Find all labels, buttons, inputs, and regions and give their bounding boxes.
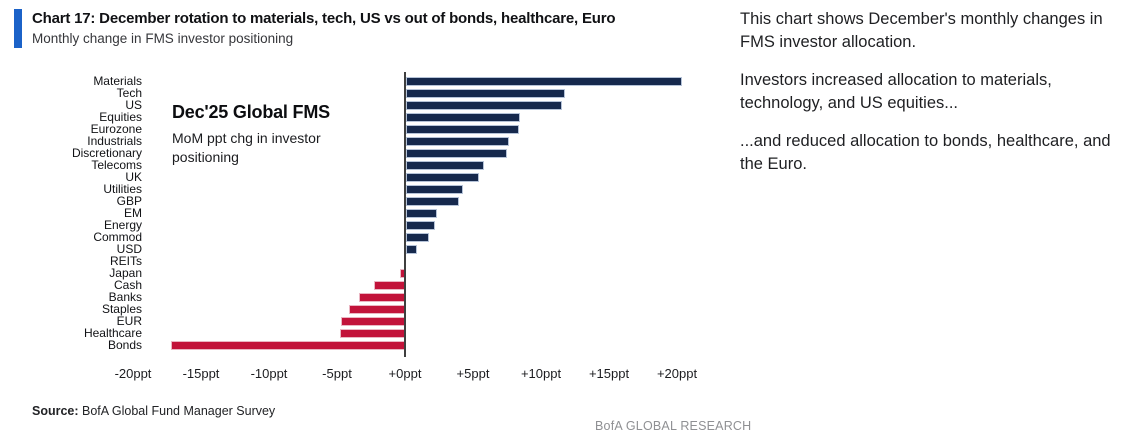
category-label: Discretionary (71, 146, 142, 160)
category-label: Tech (116, 86, 142, 100)
category-label: Telecoms (91, 158, 142, 172)
chart-bar (406, 89, 566, 98)
chart-bar (406, 197, 460, 206)
brand-watermark: BofA GLOBAL RESEARCH (595, 419, 752, 433)
chart-bar (406, 137, 510, 146)
title-accent-bar (14, 9, 22, 48)
x-axis-tick-label: -20ppt (114, 366, 152, 381)
chart-title: Chart 17: December rotation to materials… (32, 10, 616, 27)
category-label: Commod (93, 230, 142, 244)
chart-bar (406, 77, 683, 86)
chart-annotation-title: Dec'25 Global FMS (172, 102, 330, 122)
chart-bar (406, 185, 464, 194)
category-label: UK (125, 170, 142, 184)
category-label: EM (124, 206, 142, 220)
chart-bar (171, 341, 405, 350)
category-label: Healthcare (83, 326, 142, 340)
category-label: Japan (109, 266, 142, 280)
chart-bar (406, 245, 417, 254)
category-label: Energy (103, 218, 142, 232)
x-axis-tick-label: -15ppt (182, 366, 220, 381)
chart-bar (406, 233, 430, 242)
source-note: Source: BofA Global Fund Manager Survey (32, 404, 275, 418)
commentary-paragraph-3: ...and reduced allocation to bonds, heal… (740, 131, 1111, 174)
chart-bar (339, 329, 405, 338)
category-label: GBP (116, 194, 142, 208)
chart-bar (358, 293, 405, 302)
x-axis-tick-label: +5ppt (456, 366, 490, 381)
x-axis-tick-label: +0ppt (388, 366, 422, 381)
chart-bar (349, 305, 405, 314)
chart-bar (406, 221, 435, 230)
x-axis-tick-label: -5ppt (322, 366, 352, 381)
category-label: Utilities (103, 182, 142, 196)
category-label: Eurozone (90, 122, 142, 136)
source-label: Source: (32, 404, 79, 418)
category-label: Industrials (87, 134, 142, 148)
category-label: Staples (101, 302, 142, 316)
x-axis-tick-label: -10ppt (250, 366, 288, 381)
chart-bar (406, 113, 521, 122)
category-label: Materials (93, 74, 142, 88)
bar-chart: Dec'25 Global FMS MoM ppt chg in investo… (0, 72, 740, 392)
category-label: EUR (116, 314, 142, 328)
chart-bar (406, 149, 507, 158)
chart-bar (373, 281, 405, 290)
x-axis-tick-label: +15ppt (588, 366, 630, 381)
source-text: BofA Global Fund Manager Survey (78, 404, 276, 418)
chart-annotation-subtitle: MoM ppt chg in investor positioning (172, 130, 321, 165)
x-axis-tick-label: +10ppt (520, 366, 562, 381)
category-label: Bonds (107, 338, 142, 352)
chart-bar (406, 209, 438, 218)
category-label: REITs (109, 254, 142, 268)
commentary-paragraph-1: This chart shows December's monthly chan… (740, 10, 1103, 52)
category-label: Cash (113, 278, 142, 292)
category-label: US (125, 98, 142, 112)
chart-bar (406, 125, 519, 134)
commentary-paragraph-2: Investors increased allocation to materi… (740, 70, 1052, 113)
x-axis-tick-label: +20ppt (656, 366, 698, 381)
zero-axis-line (404, 72, 406, 357)
category-label: Banks (108, 290, 142, 304)
chart-bar (406, 173, 480, 182)
chart-bar (406, 101, 563, 110)
category-label: Equities (99, 110, 142, 124)
chart-bar (341, 317, 405, 326)
chart-bar (406, 161, 484, 170)
commentary-panel: This chart shows December's monthly chan… (740, 8, 1122, 191)
category-label: USD (116, 242, 142, 256)
chart-subtitle: Monthly change in FMS investor positioni… (32, 31, 294, 46)
